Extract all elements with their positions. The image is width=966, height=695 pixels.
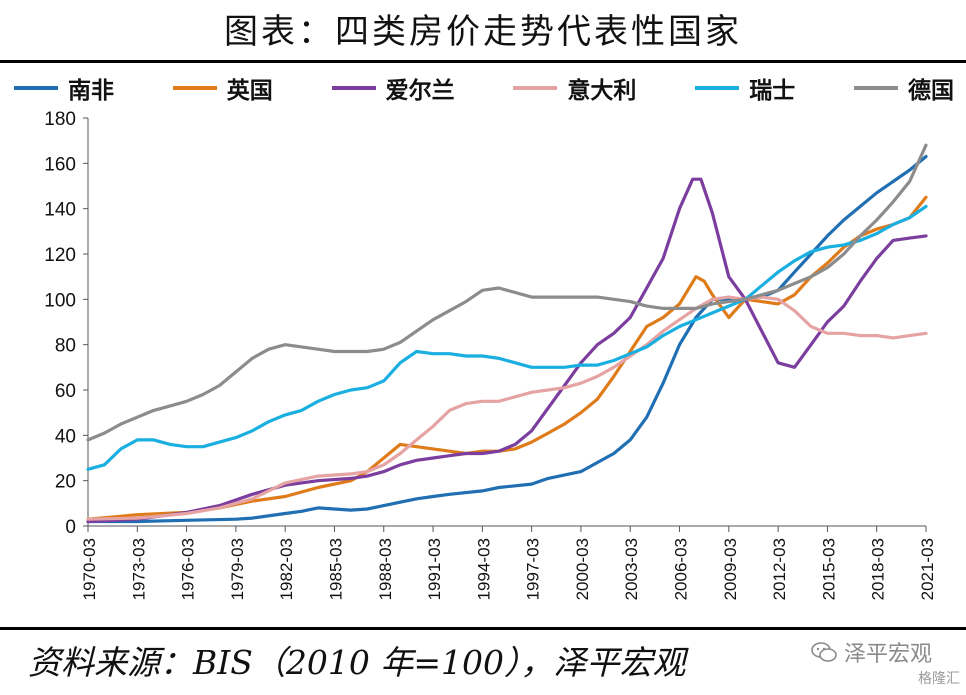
y-tick-label: 140	[44, 200, 76, 221]
chart-legend: 南非 英国 爱尔兰 意大利 瑞士 德国	[14, 70, 954, 106]
legend-label: 瑞士	[749, 78, 796, 104]
x-tick-label: 1994-03	[474, 538, 493, 600]
x-tick-label: 1985-03	[326, 538, 345, 600]
y-tick-label: 40	[55, 426, 76, 447]
legend-item-4: 意大利	[513, 71, 636, 105]
legend-label: 爱尔兰	[385, 78, 455, 104]
watermark-badge: 格隆汇	[918, 671, 960, 687]
legend-swatch	[172, 86, 217, 90]
series-line-5	[86, 204, 928, 471]
legend-label: 南非	[68, 78, 114, 104]
x-tick-label: 2009-03	[721, 538, 740, 600]
top-rule	[0, 60, 966, 63]
x-tick-label: 1973-03	[129, 538, 148, 600]
watermark-text: 泽平宏观	[843, 642, 932, 667]
x-tick-label: 2003-03	[622, 538, 641, 600]
series-line-3	[86, 177, 928, 524]
x-tick-label: 1982-03	[277, 538, 296, 600]
legend-label: 德国	[907, 78, 954, 104]
x-tick-label: 2006-03	[672, 538, 691, 600]
chart-title: 图表：四类房价走势代表性国家	[224, 12, 742, 52]
x-tick-label: 1970-03	[80, 538, 99, 600]
y-tick-label: 60	[55, 381, 76, 402]
x-tick-label: 1988-03	[376, 538, 395, 600]
legend-label: 意大利	[567, 78, 637, 104]
bottom-rule	[0, 627, 966, 630]
legend-swatch	[695, 86, 740, 90]
y-tick-label: 180	[44, 109, 76, 130]
y-tick-label: 0	[65, 517, 76, 538]
wechat-icon	[811, 642, 837, 662]
x-tick-label: 2000-03	[573, 538, 592, 600]
x-tick-label: 2018-03	[869, 538, 888, 600]
x-tick-label: 1979-03	[228, 538, 247, 600]
x-tick-label: 2021-03	[918, 538, 937, 600]
line-chart: 0 20 40 60 80 100 120 140 160 180 1970-03 1973-03 19…	[44, 109, 937, 600]
y-tick-label: 20	[55, 472, 76, 493]
legend-swatch	[14, 86, 58, 90]
legend-item-5: 瑞士	[695, 71, 795, 105]
legend-item-2: 英国	[172, 71, 273, 105]
y-tick-label: 120	[44, 245, 76, 266]
legend-swatch	[853, 86, 898, 90]
legend-item-3: 爱尔兰	[331, 71, 455, 105]
legend-swatch	[513, 86, 558, 90]
series-line-6	[86, 143, 928, 442]
x-tick-label: 2015-03	[819, 538, 838, 600]
series-line-4	[86, 295, 928, 521]
legend-item-1: 南非	[14, 71, 114, 105]
y-tick-label: 80	[55, 336, 76, 357]
x-tick-label: 2012-03	[770, 538, 789, 600]
y-tick-label: 160	[44, 154, 76, 175]
legend-label: 英国	[226, 78, 273, 104]
legend-item-6: 德国	[853, 71, 954, 105]
y-tick-label: 100	[44, 290, 76, 311]
series-line-2	[86, 195, 928, 521]
legend-swatch	[331, 86, 376, 90]
x-tick-label: 1976-03	[179, 538, 198, 600]
watermark: 泽平宏观	[810, 636, 932, 668]
source-note: 资料来源：BIS（2010 年=100），泽平宏观	[28, 643, 686, 682]
series-line-1	[86, 154, 928, 524]
x-tick-label: 1997-03	[524, 538, 543, 600]
x-tick-label: 1991-03	[425, 538, 444, 600]
